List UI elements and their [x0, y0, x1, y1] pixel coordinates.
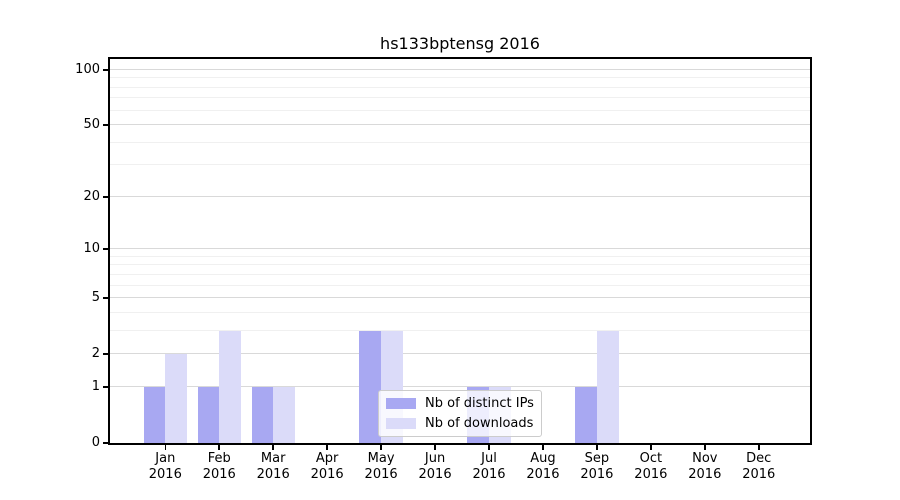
gridline-minor	[110, 164, 810, 166]
axis-spine-left	[108, 57, 110, 445]
axis-spine-right	[810, 57, 812, 445]
gridline-minor	[110, 329, 810, 331]
y-tick-label: 10	[83, 241, 100, 257]
y-tick-label: 1	[91, 378, 100, 394]
x-tick-mark	[596, 444, 598, 450]
bar-distinct-ips	[251, 386, 274, 443]
bar-distinct-ips	[575, 386, 597, 443]
y-tick-label: 50	[83, 117, 100, 133]
x-tick-label: Dec 2016	[742, 451, 776, 482]
gridline-minor	[110, 273, 810, 275]
x-tick-mark	[380, 444, 382, 450]
legend-swatch-downloads	[386, 417, 416, 429]
x-tick-label: May 2016	[364, 451, 398, 482]
y-tick-mark	[103, 69, 109, 71]
x-tick-mark	[757, 444, 760, 450]
gridline-minor	[110, 264, 810, 266]
x-tick-mark	[218, 444, 221, 450]
x-tick-mark	[704, 444, 706, 450]
x-tick-mark	[542, 444, 544, 450]
gridline-minor	[110, 86, 810, 88]
legend-label: Nb of downloads	[425, 415, 534, 431]
x-tick-mark	[326, 444, 328, 450]
gridline-major	[110, 195, 810, 197]
gridline-major	[110, 385, 810, 387]
chart-title: hs133bptensg 2016	[380, 34, 540, 53]
bar-distinct-ips	[359, 330, 382, 443]
gridline-major	[110, 297, 810, 299]
gridline-minor	[110, 284, 810, 286]
gridline-minor	[110, 141, 810, 143]
y-tick-mark	[103, 248, 109, 250]
x-tick-label: Aug 2016	[526, 451, 560, 482]
y-tick-label: 20	[83, 188, 100, 204]
y-tick-label: 2	[91, 346, 100, 362]
y-tick-mark	[103, 196, 109, 198]
y-tick-mark	[103, 297, 109, 299]
x-tick-label: Feb 2016	[202, 451, 236, 482]
y-tick-label: 5	[91, 290, 100, 306]
plot-area	[110, 59, 810, 443]
legend-item: Nb of downloads	[386, 416, 534, 431]
gridline-major	[110, 124, 810, 126]
x-tick-label: Jan 2016	[148, 451, 182, 482]
gridline-major	[110, 353, 810, 355]
y-tick-mark	[103, 124, 109, 126]
y-tick-mark	[103, 442, 109, 444]
gridline-minor	[110, 255, 810, 257]
legend: Nb of distinct IPs Nb of downloads	[378, 390, 542, 437]
bar-downloads	[596, 330, 619, 443]
bar-downloads	[165, 354, 187, 443]
x-tick-label: Jun 2016	[418, 451, 452, 482]
bar-distinct-ips	[197, 386, 220, 443]
x-tick-label: Jul 2016	[472, 451, 506, 482]
bar-downloads	[273, 386, 295, 443]
gridline-minor	[110, 109, 810, 111]
gridline-major	[110, 248, 810, 250]
x-tick-label: Mar 2016	[256, 451, 290, 482]
x-tick-label: Nov 2016	[688, 451, 722, 482]
gridline-minor	[110, 97, 810, 99]
legend-swatch-distinct-ips	[386, 398, 416, 410]
axis-spine-bottom	[108, 443, 812, 445]
x-tick-mark	[650, 444, 652, 450]
x-tick-mark	[164, 444, 167, 450]
x-tick-mark	[434, 444, 436, 450]
gridline-major	[110, 69, 810, 70]
y-tick-label: 100	[75, 61, 100, 77]
x-tick-label: Oct 2016	[634, 451, 668, 482]
gridline-minor	[110, 77, 810, 79]
legend-item: Nb of distinct IPs	[386, 396, 534, 411]
x-tick-label: Apr 2016	[310, 451, 344, 482]
bar-distinct-ips	[143, 386, 166, 443]
x-tick-mark	[488, 444, 490, 450]
y-tick-mark	[103, 353, 109, 355]
legend-label: Nb of distinct IPs	[425, 396, 534, 412]
y-tick-mark	[103, 386, 109, 388]
bar-downloads	[219, 330, 241, 443]
x-tick-label: Sep 2016	[580, 451, 614, 482]
y-tick-label: 0	[91, 435, 100, 450]
axis-spine-top	[108, 57, 812, 59]
x-tick-mark	[272, 444, 274, 450]
gridline-minor	[110, 311, 810, 313]
